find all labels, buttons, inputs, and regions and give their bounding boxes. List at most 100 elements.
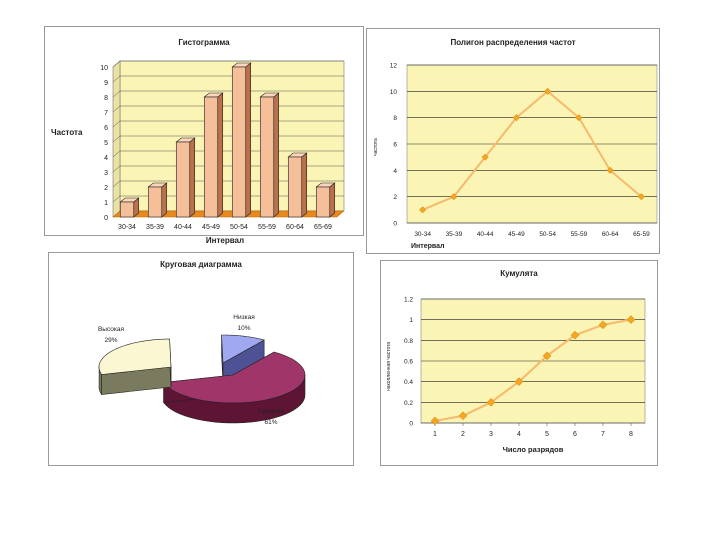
series-line (422, 90, 643, 211)
grid-line-side (112, 90, 121, 98)
y-tick-label: 0.6 (404, 359, 413, 366)
x-tick-label: 3 (489, 431, 493, 438)
bar (119, 201, 135, 218)
y-tick-label: 1 (409, 317, 413, 324)
y-tick-label: 8 (393, 115, 397, 122)
bar (315, 186, 331, 218)
bar-side (329, 182, 336, 218)
bar-side (189, 137, 196, 218)
pie-slice-percent: 10% (237, 325, 250, 332)
x-tick-label: 35-39 (146, 224, 164, 231)
x-tick-label: 4 (517, 431, 521, 438)
data-point (486, 397, 496, 407)
pie-slice (163, 351, 306, 404)
bar (175, 141, 191, 218)
x-tick-label: 60-64 (286, 224, 304, 231)
x-tick-label: 30-34 (118, 224, 136, 231)
chart-title: Круговая диаграмма (160, 260, 242, 269)
y-tick-label: 0 (393, 221, 397, 228)
y-tick-label: 2 (393, 194, 397, 201)
pie-slice-percent: 29% (104, 337, 117, 344)
y-tick-label: 12 (390, 63, 398, 70)
grid-line-side (112, 195, 121, 203)
data-point (458, 411, 468, 421)
x-axis-label: Число разрядов (503, 445, 564, 454)
x-tick-label: 40-44 (477, 231, 494, 238)
grid-line-side (112, 120, 121, 128)
y-tick-label: 10 (100, 65, 108, 72)
x-tick-label: 50-54 (230, 224, 248, 231)
y-tick-label: 0 (104, 215, 108, 222)
polygon-panel: Полигон распределения частот 0 2 4 6 8 10 12 30… (366, 28, 660, 254)
y-axis-label: частота (373, 138, 379, 156)
data-point (512, 114, 520, 122)
data-point (575, 114, 583, 122)
x-tick-label: 5 (545, 431, 549, 438)
x-tick-label: 40-44 (174, 224, 192, 231)
pie-chart: Низкая 10% Средняя 61% Высокая 29% (98, 314, 306, 426)
y-tick-label: 0 (409, 421, 413, 428)
bar-side (161, 182, 168, 218)
polygon-chart: 0 2 4 6 8 10 12 30-34 35-39 40-44 45-49 50-54 55-59 6… (373, 63, 658, 250)
histogram-chart: 0 1 2 3 4 5 6 7 8 9 10 30-34 35-39 40-44 45-49 50-54 55-… (51, 60, 345, 245)
y-tick-label: 8 (104, 95, 108, 102)
series-line (434, 318, 632, 422)
bar (203, 96, 219, 218)
y-tick-label: 5 (104, 140, 108, 147)
data-point (419, 206, 427, 214)
x-axis-label: Интервал (206, 236, 244, 245)
x-tick-label: 65-69 (314, 224, 332, 231)
pie-slice-label: Средняя (258, 408, 285, 415)
pie-slice-label: Низкая (233, 314, 255, 321)
y-tick-label: 4 (393, 168, 397, 175)
cumulative-chart: 0 0.2 0.4 0.6 0.8 1 1.2 1 2 3 4 5 6 7 8 Число разрядов н… (386, 297, 646, 454)
bar (287, 156, 303, 218)
y-tick-label: 0.2 (404, 400, 413, 407)
chart-title: Полигон распределения частот (450, 38, 576, 47)
cumulative-panel: Кумулята 0 0.2 0.4 0.6 0.8 1 1.2 1 2 3 4 5 6 7 8 Число … (380, 260, 658, 466)
grid-line-side (112, 180, 121, 188)
data-point (542, 351, 552, 361)
x-tick-label: 55-59 (258, 224, 276, 231)
plot-floor (112, 210, 345, 218)
y-tick-label: 2 (104, 185, 108, 192)
grid-line-side (112, 135, 121, 143)
data-point (626, 315, 636, 325)
bar-side (245, 62, 252, 218)
x-tick-label: 45-49 (202, 224, 220, 231)
data-point (570, 330, 580, 340)
x-axis-label: Интервал (411, 243, 444, 250)
data-point (430, 416, 440, 426)
pie-panel: Круговая диаграмма Низкая 10% Средняя 61% Вы… (48, 252, 354, 466)
y-tick-label: 6 (104, 125, 108, 132)
chart-title: Кумулята (500, 269, 538, 278)
data-point (598, 320, 608, 330)
y-tick-label: 1.2 (404, 297, 413, 304)
x-tick-label: 7 (601, 431, 605, 438)
x-tick-label: 30-34 (414, 231, 431, 238)
chart-title: Гистограмма (178, 38, 230, 47)
bar (231, 66, 247, 218)
y-axis-label: Частота (51, 128, 83, 137)
x-tick-label: 1 (433, 431, 437, 438)
y-tick-label: 0.8 (404, 338, 413, 345)
x-tick-label: 55-59 (571, 231, 588, 238)
pie-slice (98, 338, 172, 375)
bar (147, 186, 163, 218)
grid-line-side (112, 75, 121, 83)
data-point (637, 193, 645, 201)
x-tick-label: 65-59 (633, 231, 650, 238)
x-tick-label: 60-64 (602, 231, 619, 238)
grid-line-side (112, 165, 121, 173)
y-tick-label: 1 (104, 200, 108, 207)
x-tick-label: 6 (573, 431, 577, 438)
y-tick-label: 9 (104, 80, 108, 87)
pie-slice (221, 334, 265, 364)
pie-slice-percent: 61% (264, 419, 277, 426)
y-tick-label: 6 (393, 142, 397, 149)
data-point (450, 193, 458, 201)
data-point (514, 377, 524, 387)
bar-side (273, 92, 280, 218)
y-tick-label: 3 (104, 170, 108, 177)
bar (259, 96, 275, 218)
